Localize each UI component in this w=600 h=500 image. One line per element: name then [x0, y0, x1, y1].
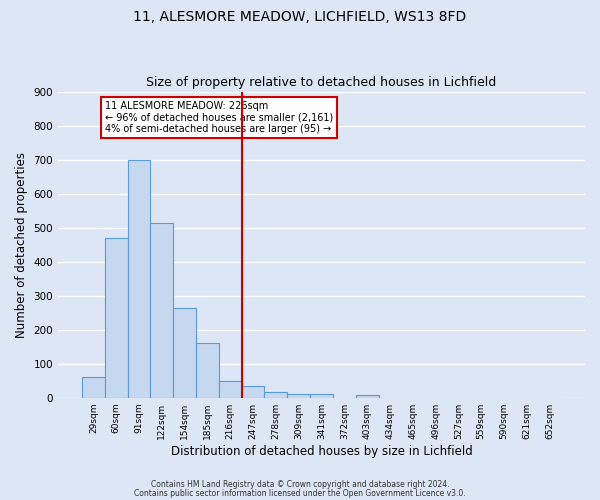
X-axis label: Distribution of detached houses by size in Lichfield: Distribution of detached houses by size … [170, 444, 472, 458]
Bar [242, 386, 265, 398]
Bar [151, 223, 173, 398]
Title: Size of property relative to detached houses in Lichfield: Size of property relative to detached ho… [146, 76, 497, 90]
Bar [128, 160, 151, 398]
Bar [173, 308, 196, 398]
Bar [82, 376, 105, 398]
Text: Contains HM Land Registry data © Crown copyright and database right 2024.: Contains HM Land Registry data © Crown c… [151, 480, 449, 489]
Text: 11 ALESMORE MEADOW: 226sqm
← 96% of detached houses are smaller (2,161)
4% of se: 11 ALESMORE MEADOW: 226sqm ← 96% of deta… [105, 100, 333, 134]
Bar [356, 396, 379, 398]
Bar [265, 392, 287, 398]
Bar [105, 238, 128, 398]
Text: 11, ALESMORE MEADOW, LICHFIELD, WS13 8FD: 11, ALESMORE MEADOW, LICHFIELD, WS13 8FD [133, 10, 467, 24]
Bar [310, 394, 333, 398]
Bar [219, 382, 242, 398]
Y-axis label: Number of detached properties: Number of detached properties [15, 152, 28, 338]
Bar [196, 344, 219, 398]
Bar [287, 394, 310, 398]
Text: Contains public sector information licensed under the Open Government Licence v3: Contains public sector information licen… [134, 488, 466, 498]
